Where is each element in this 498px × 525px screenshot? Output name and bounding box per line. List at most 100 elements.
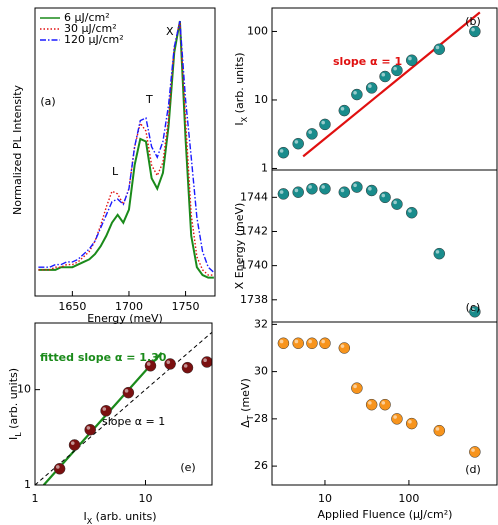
- marker-highlight: [321, 185, 325, 189]
- marker: [319, 183, 331, 195]
- label-part: Δ: [239, 420, 252, 428]
- fit-line: [302, 11, 481, 158]
- plot-area: [277, 181, 481, 318]
- marker: [391, 198, 403, 210]
- y-tick-label: 28: [254, 412, 268, 425]
- legend-label: 6 μJ/cm²: [64, 11, 110, 24]
- marker-highlight: [308, 339, 312, 344]
- marker: [365, 398, 378, 411]
- annotation: slope α = 1: [102, 415, 165, 428]
- marker: [351, 88, 363, 101]
- x-tick-label: 1700: [115, 300, 143, 313]
- marker: [351, 181, 363, 193]
- plot-area: [277, 11, 481, 159]
- marker: [292, 186, 304, 198]
- y-axis-label: IL (arb. units): [7, 368, 23, 440]
- marker: [391, 413, 403, 425]
- y-tick-label: 30: [254, 365, 268, 378]
- label-part: I: [83, 510, 86, 523]
- label-part: L: [14, 432, 23, 437]
- x-axis-label: Applied Fluence (μJ/cm²): [318, 508, 453, 521]
- x-axis-label: IX (arb. units): [83, 510, 156, 525]
- marker-highlight: [321, 120, 325, 125]
- marker-highlight: [56, 465, 60, 469]
- marker: [379, 398, 391, 411]
- marker-highlight: [471, 27, 475, 32]
- marker-highlight: [102, 407, 107, 411]
- x-axis-label: Energy (meV): [87, 312, 163, 325]
- marker: [338, 342, 351, 354]
- y-tick-label: 1: [24, 478, 31, 491]
- label-part: (arb. units): [92, 510, 156, 523]
- marker-highlight: [408, 209, 412, 213]
- marker-highlight: [353, 183, 357, 188]
- marker: [306, 128, 318, 140]
- annotation: fitted slope α = 1.30: [40, 351, 167, 364]
- spectrum-line: [38, 20, 215, 273]
- marker: [306, 337, 318, 350]
- y-axis-label: X Energy (meV): [233, 203, 246, 290]
- y-tick-label: 100: [247, 24, 268, 37]
- marker-highlight: [294, 140, 299, 144]
- label-part: X: [87, 517, 93, 525]
- y-tick-label: 1: [261, 161, 268, 174]
- marker-highlight: [381, 401, 386, 405]
- y-axis-label: Normalized PL Intensity: [11, 85, 24, 216]
- marker-highlight: [203, 358, 207, 362]
- marker: [277, 146, 290, 159]
- marker: [405, 54, 418, 66]
- panel-label: (d): [465, 463, 481, 476]
- x-tick-label: 10: [138, 492, 152, 505]
- marker-highlight: [124, 389, 129, 393]
- marker-highlight: [393, 415, 397, 419]
- x-tick-label: 10: [318, 492, 332, 505]
- marker-highlight: [435, 250, 440, 254]
- marker-highlight: [340, 344, 345, 348]
- legend-label: 30 μJ/cm²: [64, 22, 117, 35]
- annotation: slope α = 1: [333, 55, 402, 68]
- marker: [433, 424, 446, 437]
- marker-highlight: [294, 339, 299, 344]
- marker: [84, 423, 96, 436]
- marker-highlight: [368, 84, 372, 88]
- marker-highlight: [279, 190, 284, 194]
- marker-highlight: [381, 193, 386, 198]
- marker: [365, 184, 378, 197]
- marker-highlight: [368, 186, 372, 191]
- marker-highlight: [86, 426, 91, 430]
- y-tick-label: 26: [254, 459, 268, 472]
- label-part: (arb. units): [233, 52, 246, 116]
- marker-highlight: [353, 90, 357, 95]
- marker-highlight: [279, 339, 284, 344]
- marker-highlight: [353, 384, 357, 389]
- marker-highlight: [408, 419, 412, 424]
- marker: [365, 82, 378, 94]
- marker: [433, 43, 446, 55]
- plot-area: [38, 20, 215, 279]
- label-part: I: [7, 437, 20, 440]
- panel-label: (e): [180, 461, 195, 474]
- marker: [338, 186, 351, 198]
- marker-highlight: [308, 185, 312, 189]
- spectrum-line: [38, 20, 214, 276]
- marker: [306, 183, 318, 195]
- panel-label: (a): [40, 95, 55, 108]
- frame: [34, 322, 213, 486]
- marker-highlight: [183, 364, 188, 368]
- legend-label: 120 μJ/cm²: [64, 33, 124, 46]
- y-axis-label: ΔT (meV): [239, 378, 255, 428]
- marker: [277, 188, 290, 200]
- x-tick-label: 1750: [172, 300, 200, 313]
- marker-highlight: [146, 362, 151, 366]
- y-axis-label: IX (arb. units): [233, 52, 249, 125]
- marker-highlight: [340, 106, 345, 111]
- marker: [292, 337, 304, 350]
- marker-highlight: [408, 56, 412, 61]
- annotation: X: [166, 25, 174, 38]
- marker: [68, 439, 81, 451]
- marker: [122, 386, 135, 399]
- panel-label: (c): [466, 301, 481, 314]
- marker: [379, 191, 391, 204]
- marker: [379, 70, 391, 83]
